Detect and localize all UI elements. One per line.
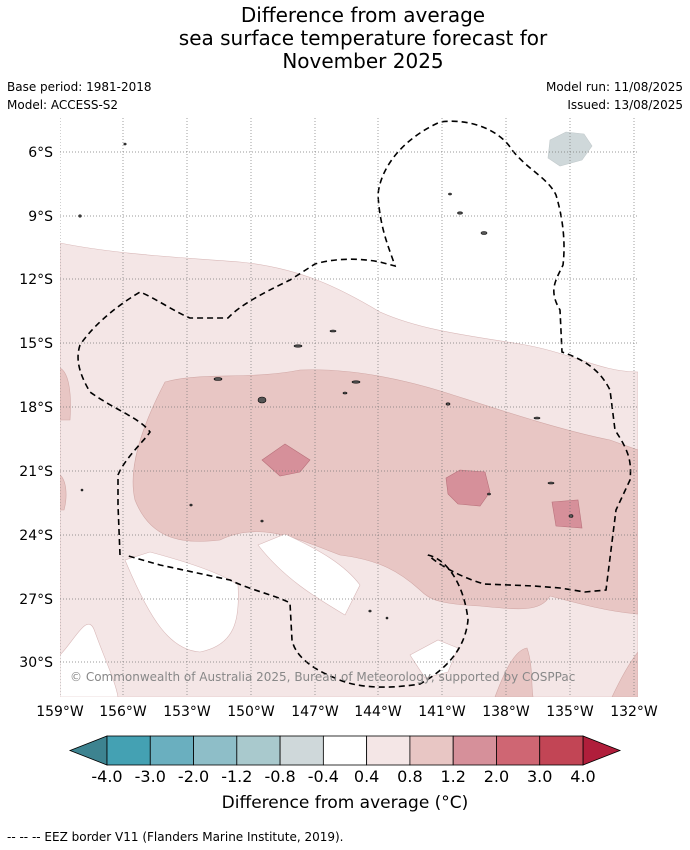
colorbar-tick-label: 2.0 <box>484 767 509 786</box>
colorbar-tick-label: -4.0 <box>91 767 122 786</box>
model-name: Model: ACCESS-S2 <box>7 98 119 112</box>
map-field <box>60 118 638 697</box>
band-0.8-1.2-southeast <box>611 651 638 697</box>
band-1.2-2.0-c <box>551 499 583 529</box>
band-0.8-1.2-south <box>494 647 534 697</box>
colorbar-tick-label: -0.4 <box>308 767 339 786</box>
neutral-patch-3 <box>60 624 119 697</box>
title-line-2: sea surface temperature forecast for <box>178 26 548 50</box>
band-0.8-1.2-west <box>60 367 71 511</box>
colorbar-segment <box>409 735 454 766</box>
band-0.8-1.2 <box>132 369 638 615</box>
colorbar-segment <box>366 735 411 766</box>
colorbar-segment <box>149 735 194 766</box>
lon-label: 156°W <box>99 704 147 720</box>
meta-left: Base period: 1981-2018 Model: ACCESS-S2 <box>7 78 152 114</box>
title-line-1: Difference from average <box>240 3 486 27</box>
eez-borders <box>77 120 632 688</box>
colorbar-segment <box>496 735 541 766</box>
lat-label: 9°S <box>28 209 53 225</box>
lon-label: 147°W <box>291 704 339 720</box>
neutral-patch-2 <box>257 533 361 616</box>
colorbar-tick-label: 0.4 <box>354 767 379 786</box>
lon-labels: 159°W 156°W 153°W 150°W 147°W 144°W 141°… <box>36 704 658 720</box>
lat-label: 27°S <box>19 592 53 608</box>
colorbar-segment <box>452 735 497 766</box>
lat-label: 6°S <box>28 145 53 161</box>
colorbar-label: Difference from average (°C) <box>221 793 469 813</box>
lat-label: 24°S <box>19 528 53 544</box>
lon-label: 150°W <box>227 704 275 720</box>
colorbar-under-arrow <box>68 735 108 766</box>
graticule <box>60 118 638 697</box>
meta-right: Model run: 11/08/2025 Issued: 13/08/2025 <box>546 78 683 114</box>
lat-labels: 6°S 9°S 12°S 15°S 18°S 21°S 24°S 27°S 30… <box>19 145 53 671</box>
colorbar-segment <box>106 735 151 766</box>
lon-label: 159°W <box>36 704 84 720</box>
lat-label: 12°S <box>19 272 53 288</box>
eez-legend-note: -- -- -- EEZ border V11 (Flanders Marine… <box>7 830 344 844</box>
model-run: Model run: 11/08/2025 <box>545 80 683 94</box>
colorbar-tick-label: 0.8 <box>397 767 422 786</box>
colorbar-tick-label: -2.0 <box>178 767 209 786</box>
band-1.2-2.0-a <box>261 443 311 477</box>
colorbar-segment <box>236 735 281 766</box>
lon-label: 135°W <box>546 704 594 720</box>
islands <box>78 142 574 620</box>
colorbar-over-arrow <box>582 735 622 766</box>
lon-label: 141°W <box>418 704 466 720</box>
colorbar-tick-label: -0.8 <box>264 767 295 786</box>
colorbar-tick-label: 1.2 <box>440 767 465 786</box>
lat-label: 18°S <box>19 400 53 416</box>
colorbar-tick-label: -3.0 <box>135 767 166 786</box>
map-title: Difference from average sea surface temp… <box>0 4 690 73</box>
band-1.2-2.0-b <box>445 469 491 507</box>
neutral-patch-1 <box>124 551 239 653</box>
colorbar-segment <box>279 735 324 766</box>
colorbar-segment <box>322 735 368 766</box>
colorbar-tick-label: 3.0 <box>527 767 552 786</box>
copyright-notice: © Commonwealth of Australia 2025, Bureau… <box>70 670 575 684</box>
colorbar-tick-label: 4.0 <box>570 767 595 786</box>
lat-label: 30°S <box>19 655 53 671</box>
base-period: Base period: 1981-2018 <box>7 80 152 94</box>
lon-label: 138°W <box>482 704 530 720</box>
neutral-patch-4 <box>409 639 459 679</box>
title-line-3: November 2025 <box>282 49 444 73</box>
colorbar-segment <box>193 735 238 766</box>
lon-label: 144°W <box>354 704 402 720</box>
colorbar-segment <box>539 735 584 766</box>
colorbar: -4.0 -3.0 -2.0 -1.2 -0.8 -0.4 0.4 0.8 1.2 2.0 3.0 4… <box>68 735 622 786</box>
issued-date: Issued: 13/08/2025 <box>567 98 683 112</box>
lon-label: 153°W <box>163 704 211 720</box>
lat-label: 15°S <box>19 336 53 352</box>
lon-label: 132°W <box>610 704 658 720</box>
lat-label: 21°S <box>19 464 53 480</box>
colorbar-tick-label: -1.2 <box>221 767 252 786</box>
